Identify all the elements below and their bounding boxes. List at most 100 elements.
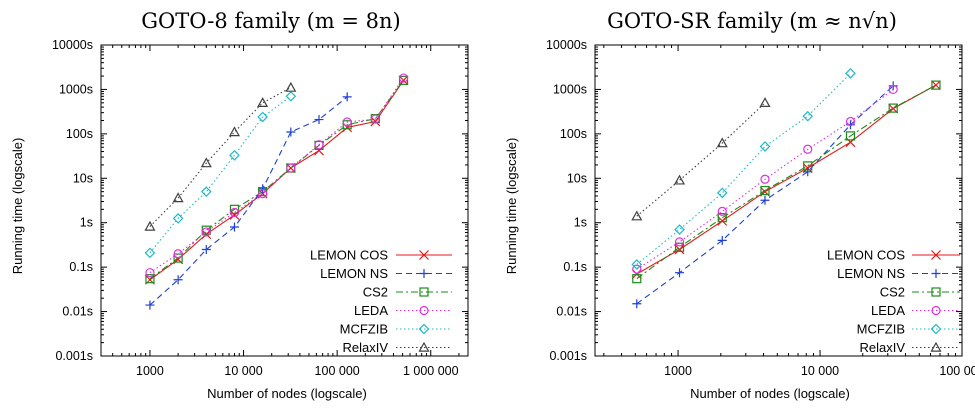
series-lemon-ns bbox=[145, 92, 352, 310]
y-tick-label: 10s bbox=[73, 171, 93, 185]
series-line bbox=[149, 80, 404, 280]
y-tick-label: 10s bbox=[567, 171, 587, 185]
legend-marker bbox=[419, 269, 429, 278]
data-point bbox=[200, 186, 212, 198]
data-point bbox=[675, 268, 685, 278]
series-leda bbox=[145, 73, 409, 278]
plot-frame bbox=[100, 44, 469, 357]
data-point bbox=[172, 213, 184, 224]
data-point bbox=[673, 174, 686, 185]
y-tick-label: 0.1s bbox=[69, 260, 93, 274]
data-point bbox=[398, 75, 409, 85]
data-point bbox=[632, 299, 642, 309]
legend-marker bbox=[931, 287, 941, 297]
series-mcfzib bbox=[631, 68, 856, 270]
data-point bbox=[845, 116, 856, 127]
y-tick-label: 100s bbox=[66, 127, 93, 141]
data-point bbox=[173, 275, 183, 285]
series-line bbox=[149, 77, 404, 274]
legend-label: RelaxIV bbox=[859, 340, 905, 355]
series-mcfzib bbox=[144, 90, 297, 259]
data-point bbox=[674, 242, 685, 252]
data-point bbox=[803, 167, 813, 177]
y-tick-label: 1s bbox=[574, 216, 587, 230]
y-tick-label: 1000s bbox=[59, 82, 93, 96]
data-point bbox=[803, 144, 813, 154]
series-cs2 bbox=[632, 80, 941, 284]
data-point bbox=[716, 187, 728, 199]
legend-entry-cs2: CS2 bbox=[363, 285, 452, 300]
data-point bbox=[674, 224, 685, 235]
legend-marker bbox=[419, 250, 429, 260]
y-tick-label: 1s bbox=[80, 216, 93, 230]
data-point bbox=[173, 253, 183, 263]
legend-entry-lemon-ns: LEMON NS bbox=[837, 266, 960, 281]
y-tick-label: 10000s bbox=[546, 38, 587, 52]
legend-marker bbox=[931, 250, 941, 260]
legend-marker bbox=[931, 305, 941, 316]
series-line bbox=[149, 87, 292, 227]
data-point bbox=[674, 244, 685, 255]
data-point bbox=[845, 131, 856, 141]
x-tick-label: 10 000 bbox=[224, 364, 262, 378]
y-tick-label: 0.001s bbox=[55, 349, 93, 363]
data-point bbox=[803, 161, 813, 171]
legend-entry-leda: LEDA bbox=[354, 303, 452, 318]
data-point bbox=[172, 192, 184, 203]
legend-label: MCFZIB bbox=[340, 322, 388, 337]
chart-goto-sr: GOTO-SR family (m ≈ n√n) Running time (l… bbox=[504, 9, 975, 401]
data-point bbox=[144, 247, 156, 259]
legend-entry-mcfzib: MCFZIB bbox=[857, 322, 960, 337]
y-tick-label: 100s bbox=[560, 127, 587, 141]
legend-label: CS2 bbox=[880, 285, 905, 300]
data-point bbox=[716, 137, 728, 148]
data-point bbox=[759, 97, 771, 108]
data-point bbox=[145, 300, 155, 310]
legend-label: LEMON NS bbox=[320, 266, 388, 281]
data-point bbox=[286, 127, 296, 137]
data-point bbox=[145, 268, 155, 278]
data-point bbox=[717, 215, 728, 226]
x-tick-label: 1 000 000 bbox=[403, 364, 459, 378]
legend-marker bbox=[418, 323, 430, 335]
legend-marker bbox=[931, 269, 941, 278]
data-point bbox=[845, 68, 856, 79]
data-point bbox=[674, 237, 685, 247]
data-point bbox=[931, 80, 941, 91]
plot-frame bbox=[594, 44, 963, 357]
data-point bbox=[802, 110, 814, 122]
series-line bbox=[636, 84, 937, 275]
data-point bbox=[717, 206, 727, 216]
legend-label: LEMON COS bbox=[827, 248, 905, 263]
data-point bbox=[398, 73, 409, 83]
series-line bbox=[636, 102, 766, 217]
data-point bbox=[845, 137, 856, 148]
y-tick-label: 1000s bbox=[553, 82, 587, 96]
data-point bbox=[759, 141, 771, 152]
x-axis-label: Number of nodes (logscale) bbox=[690, 386, 850, 401]
data-point bbox=[145, 274, 155, 284]
legend-label: LEMON COS bbox=[310, 248, 388, 263]
legend-entry-lemon-ns: LEMON NS bbox=[320, 266, 452, 281]
data-point bbox=[760, 195, 770, 205]
x-axis-label: Number of nodes (logscale) bbox=[207, 386, 367, 401]
legend-marker bbox=[419, 305, 429, 316]
data-point bbox=[257, 97, 269, 108]
legend-label: LEMON NS bbox=[837, 266, 905, 281]
y-tick-label: 0.001s bbox=[549, 349, 587, 363]
series-line bbox=[636, 88, 894, 270]
legend-label: MCFZIB bbox=[857, 322, 905, 337]
legend-entry-cs2: CS2 bbox=[880, 285, 960, 300]
legend-entry-mcfzib: MCFZIB bbox=[340, 322, 452, 337]
series-relaxiv bbox=[631, 97, 771, 221]
y-axis-label: Running time (logscale) bbox=[10, 138, 25, 275]
y-tick-label: 10000s bbox=[52, 38, 93, 52]
x-tick-label: 100 000 bbox=[315, 364, 360, 378]
legend-entry-relaxiv: RelaxIV bbox=[342, 340, 452, 355]
data-point bbox=[228, 126, 240, 137]
data-point bbox=[314, 140, 324, 150]
data-point bbox=[342, 92, 352, 102]
data-point bbox=[144, 220, 156, 231]
y-axis-label: Running time (logscale) bbox=[504, 138, 519, 275]
chart-title: GOTO-SR family (m ≈ n√n) bbox=[607, 9, 897, 33]
